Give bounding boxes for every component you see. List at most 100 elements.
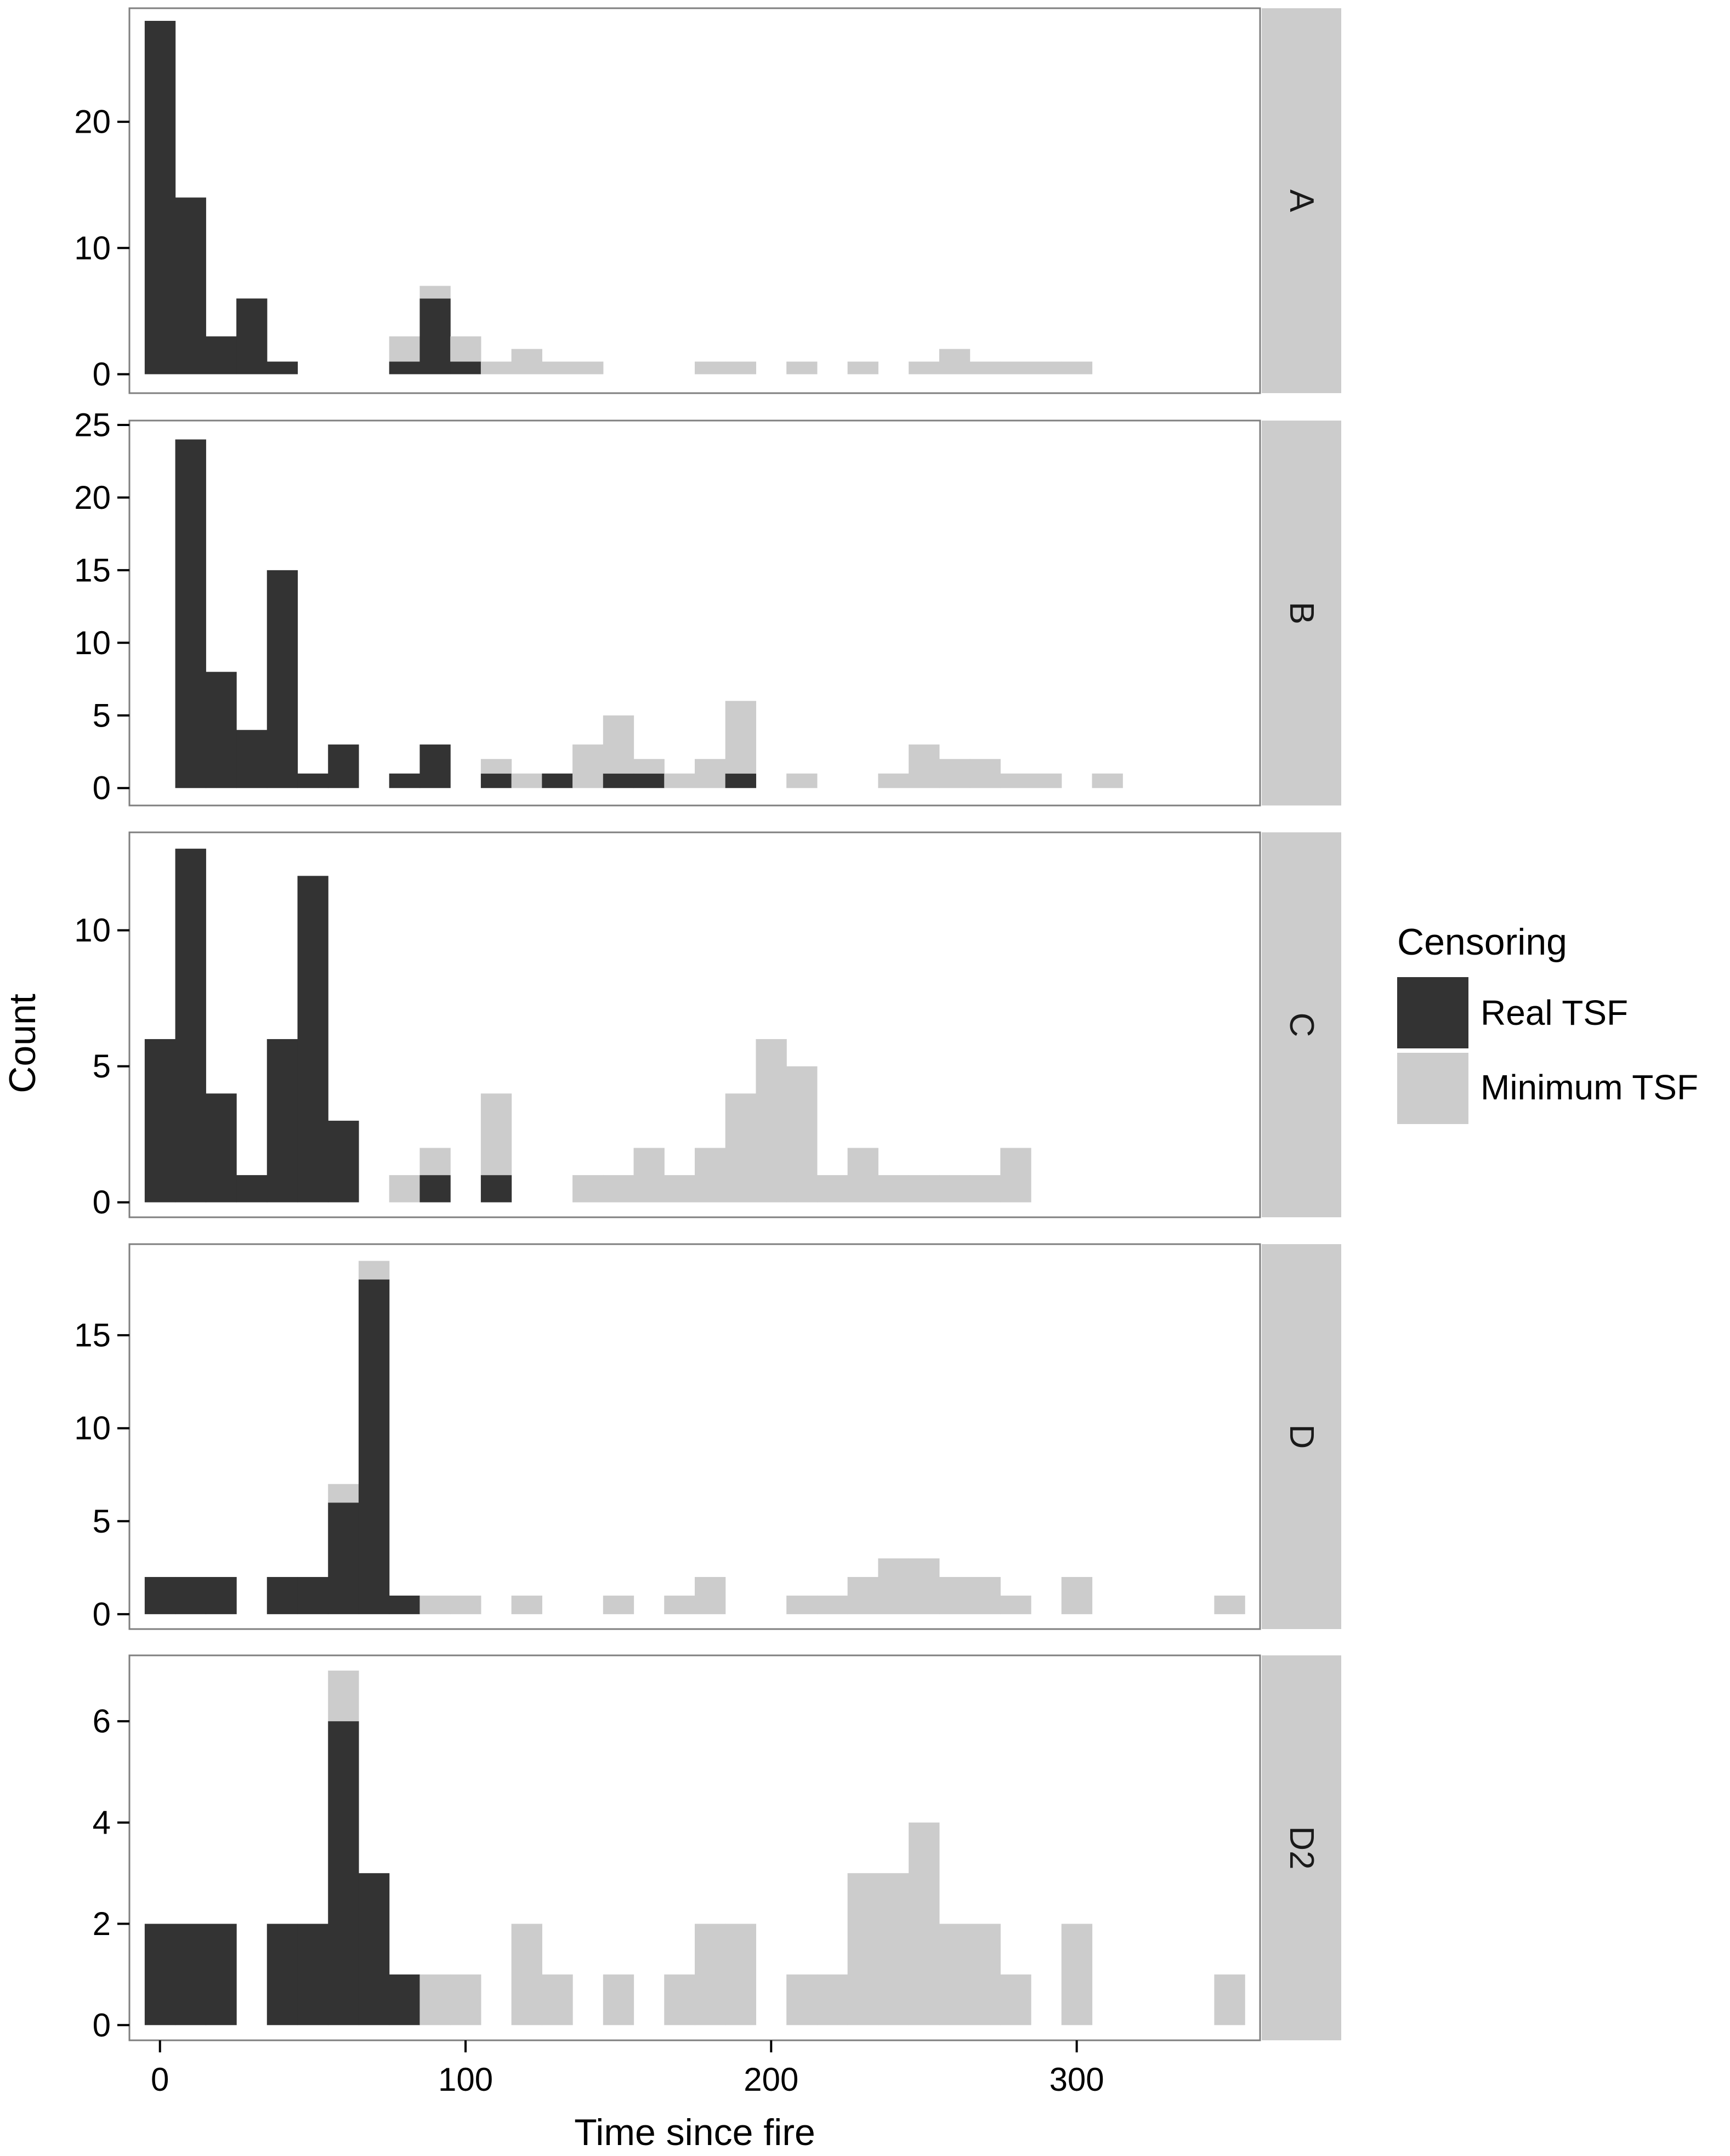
bar-minimum-tsf	[572, 361, 604, 375]
bar-minimum-tsf	[1214, 1595, 1245, 1614]
y-tick-label: 10	[74, 625, 111, 661]
bar-real-tsf	[175, 848, 206, 1202]
x-tick-label: 200	[744, 2061, 798, 2098]
bar-real-tsf	[266, 1039, 298, 1202]
bar-minimum-tsf	[878, 1558, 909, 1614]
y-tick-label: 0	[93, 2007, 111, 2044]
bar-minimum-tsf	[786, 773, 818, 788]
bar-minimum-tsf	[909, 361, 940, 375]
bar-minimum-tsf	[633, 1148, 665, 1202]
panel-background	[129, 421, 1260, 805]
panel-c: C 0 5 10	[74, 831, 1341, 1221]
bar-real-tsf	[419, 744, 451, 788]
bar-minimum-tsf	[603, 1595, 634, 1614]
facet-strip	[1262, 1655, 1341, 2040]
panel-border	[128, 7, 1261, 394]
bar-real-tsf	[389, 1974, 421, 2025]
bar-minimum-tsf	[450, 1974, 481, 2025]
bar-real-tsf	[389, 773, 421, 788]
x-tick-label: 100	[438, 2061, 493, 2098]
bar-minimum-tsf	[909, 1175, 940, 1202]
panel-background	[129, 8, 1260, 393]
x-axis: 0 100 200 300	[151, 2040, 1104, 2098]
facet-label-c: C	[1283, 1013, 1320, 1037]
bar-minimum-tsf	[1061, 1924, 1093, 2025]
bar-real-tsf	[175, 1924, 206, 2025]
bar-minimum-tsf	[328, 1484, 359, 1503]
bar-minimum-tsf	[572, 744, 604, 788]
bar-minimum-tsf	[1000, 1595, 1031, 1614]
bar-minimum-tsf	[1031, 773, 1062, 788]
panel-d: D 0 5 10 15	[74, 1243, 1341, 1632]
facet-panels: A 0 10 20 B 0 5 10 15 20 25 C 0 5 10 D 0 5 10 15 D2 0 2 4 6	[74, 7, 1341, 2044]
y-tick-label: 0	[93, 1184, 111, 1221]
bar-minimum-tsf	[419, 1148, 451, 1176]
bar-real-tsf	[206, 1093, 237, 1202]
facet-label-d: D	[1283, 1425, 1320, 1449]
bar-real-tsf	[389, 361, 421, 375]
bar-real-tsf	[419, 1175, 451, 1202]
bar-minimum-tsf	[786, 1066, 818, 1202]
bar-real-tsf	[328, 744, 359, 788]
bar-minimum-tsf	[389, 1175, 421, 1202]
bar-real-tsf	[236, 1175, 268, 1202]
bar-minimum-tsf	[419, 1974, 451, 2025]
legend-swatch-real-tsf	[1397, 977, 1468, 1048]
bar-real-tsf	[725, 773, 757, 788]
bar-minimum-tsf	[419, 1595, 451, 1614]
legend: Censoring Real TSF Minimum TSF	[1397, 921, 1698, 1124]
panel-b: B 0 5 10 15 20 25	[74, 406, 1341, 807]
bar-minimum-tsf	[878, 773, 909, 788]
bar-minimum-tsf	[909, 1558, 940, 1614]
panel-border	[128, 1654, 1261, 2041]
bar-minimum-tsf	[939, 349, 971, 375]
bar-real-tsf	[450, 361, 481, 375]
bar-real-tsf	[358, 1873, 390, 2025]
bar-real-tsf	[297, 1924, 328, 2025]
bar-minimum-tsf	[664, 1175, 695, 1202]
bar-minimum-tsf	[572, 1175, 604, 1202]
bar-minimum-tsf	[1061, 1577, 1093, 1614]
bar-real-tsf	[175, 197, 206, 375]
bar-minimum-tsf	[511, 349, 542, 375]
bar-minimum-tsf	[664, 773, 695, 788]
bar-minimum-tsf	[511, 773, 542, 788]
x-axis-title: Time since fire	[574, 2112, 815, 2153]
bar-real-tsf	[144, 1039, 176, 1202]
bar-minimum-tsf	[969, 361, 1001, 375]
y-tick-label: 10	[74, 912, 111, 949]
panel-border	[128, 831, 1261, 1218]
bar-minimum-tsf	[939, 1924, 971, 2025]
bar-minimum-tsf	[725, 1924, 757, 2025]
panel-border	[128, 419, 1261, 807]
bar-minimum-tsf	[542, 361, 573, 375]
bar-minimum-tsf	[328, 1670, 359, 1722]
bar-real-tsf	[206, 336, 237, 375]
bar-minimum-tsf	[1031, 361, 1062, 375]
bar-minimum-tsf	[878, 1175, 909, 1202]
panel-border	[128, 1243, 1261, 1630]
bar-minimum-tsf	[909, 744, 940, 788]
bar-minimum-tsf	[939, 759, 971, 788]
bar-real-tsf	[480, 773, 512, 788]
bar-minimum-tsf	[847, 1873, 878, 2025]
bar-real-tsf	[175, 1577, 206, 1614]
bar-minimum-tsf	[847, 1148, 878, 1202]
bar-real-tsf	[266, 1577, 298, 1614]
facet-label-d2: D2	[1283, 1826, 1320, 1869]
bar-minimum-tsf	[664, 1974, 695, 2025]
bar-real-tsf	[236, 298, 268, 375]
facet-strip	[1262, 421, 1341, 805]
bar-minimum-tsf	[695, 759, 726, 788]
facet-label-a: A	[1283, 189, 1320, 212]
bar-minimum-tsf	[695, 1148, 726, 1202]
bar-real-tsf	[358, 1279, 390, 1614]
y-axis-title: Count	[2, 994, 43, 1093]
bar-minimum-tsf	[1000, 773, 1031, 788]
bar-real-tsf	[389, 1595, 421, 1614]
y-tick-label: 20	[74, 104, 111, 140]
bar-minimum-tsf	[816, 1175, 848, 1202]
bar-minimum-tsf	[480, 759, 512, 774]
bar-minimum-tsf	[969, 1577, 1001, 1614]
bar-minimum-tsf	[450, 1595, 481, 1614]
